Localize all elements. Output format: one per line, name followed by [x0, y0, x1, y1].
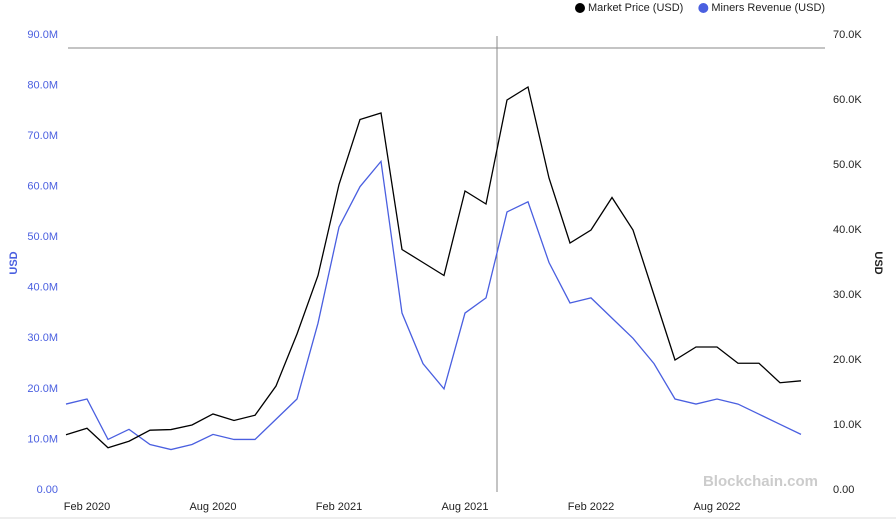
y-tick-label: 80.0M: [27, 79, 58, 91]
y-tick-label: 90.0M: [27, 29, 58, 41]
x-tick-label: Aug 2020: [189, 501, 236, 513]
y-tick-label: 70.0M: [27, 130, 58, 142]
y-tick-label: 20.0M: [27, 383, 58, 395]
y-tick-label: 30.0M: [27, 332, 58, 344]
y2-tick-label: 50.0K: [833, 159, 862, 171]
x-tick-label: Aug 2022: [693, 501, 740, 513]
y-tick-label: 60.0M: [27, 181, 58, 193]
y2-tick-label: 60.0K: [833, 94, 862, 106]
legend-marker[interactable]: [575, 3, 585, 13]
legend-label[interactable]: Miners Revenue (USD): [711, 2, 825, 14]
x-tick-label: Feb 2021: [316, 501, 362, 513]
watermark: Blockchain.com: [703, 473, 818, 490]
y-tick-label: 50.0M: [27, 231, 58, 243]
legend-marker[interactable]: [698, 3, 709, 13]
y2-tick-label: 30.0K: [833, 289, 862, 301]
y2-tick-label: 20.0K: [833, 354, 862, 366]
legend-label[interactable]: Market Price (USD): [588, 2, 683, 14]
x-tick-label: Feb 2020: [64, 501, 110, 513]
series-line: [65, 85, 802, 449]
y-tick-label: 40.0M: [27, 282, 58, 294]
y-tick-label: 0.00: [37, 484, 58, 496]
x-tick-label: Aug 2021: [441, 501, 488, 513]
y-tick-label: 10.0M: [27, 433, 58, 445]
x-tick-label: Feb 2022: [568, 501, 614, 513]
series-line: [65, 159, 802, 451]
y2-tick-label: 10.0K: [833, 419, 862, 431]
y2-tick-label: 70.0K: [833, 29, 862, 41]
y2-tick-label: 0.00: [833, 484, 854, 496]
y-axis-title: USD: [8, 251, 20, 274]
y2-axis-title: USD: [872, 251, 884, 274]
y2-tick-label: 40.0K: [833, 224, 862, 236]
